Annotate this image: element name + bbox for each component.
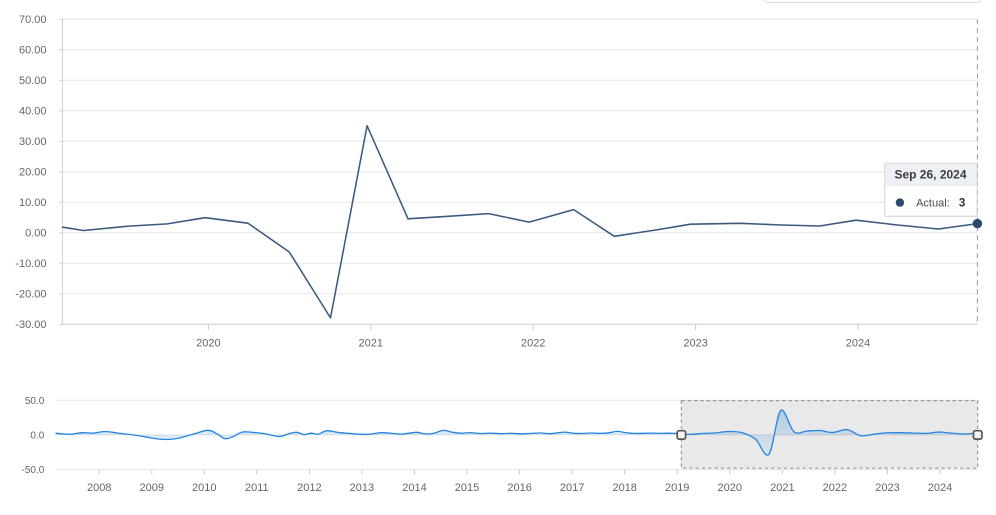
svg-text:20.00: 20.00 bbox=[19, 167, 47, 179]
svg-text:2013: 2013 bbox=[350, 482, 374, 494]
svg-text:3: 3 bbox=[959, 197, 965, 209]
svg-text:2021: 2021 bbox=[359, 338, 383, 350]
svg-text:-10.00: -10.00 bbox=[15, 258, 46, 270]
svg-text:30.00: 30.00 bbox=[19, 136, 47, 148]
svg-text:2012: 2012 bbox=[297, 482, 321, 494]
svg-text:2018: 2018 bbox=[612, 482, 636, 494]
svg-text:2009: 2009 bbox=[140, 482, 164, 494]
svg-text:70.00: 70.00 bbox=[19, 14, 47, 26]
svg-text:2011: 2011 bbox=[245, 482, 269, 494]
svg-text:50.00: 50.00 bbox=[19, 75, 47, 87]
svg-text:-30.00: -30.00 bbox=[15, 319, 46, 331]
svg-text:60.00: 60.00 bbox=[19, 45, 47, 57]
svg-text:10.00: 10.00 bbox=[19, 197, 47, 209]
svg-text:2023: 2023 bbox=[683, 338, 707, 350]
svg-text:2017: 2017 bbox=[560, 482, 584, 494]
svg-text:50.0: 50.0 bbox=[25, 396, 45, 407]
svg-text:0.00: 0.00 bbox=[25, 228, 46, 240]
svg-text:2024: 2024 bbox=[928, 482, 952, 494]
svg-text:2016: 2016 bbox=[507, 482, 531, 494]
svg-text:2008: 2008 bbox=[87, 482, 111, 494]
svg-text:2022: 2022 bbox=[823, 482, 847, 494]
svg-text:2023: 2023 bbox=[875, 482, 899, 494]
svg-text:-20.00: -20.00 bbox=[15, 289, 46, 301]
svg-text:0.0: 0.0 bbox=[30, 431, 44, 442]
svg-text:2022: 2022 bbox=[521, 338, 545, 350]
svg-text:Sep 26, 2024: Sep 26, 2024 bbox=[894, 167, 966, 181]
svg-text:2019: 2019 bbox=[665, 482, 689, 494]
svg-text:2024: 2024 bbox=[846, 338, 870, 350]
svg-text:2014: 2014 bbox=[402, 482, 426, 494]
svg-text:Actual:: Actual: bbox=[916, 197, 950, 209]
svg-text:2021: 2021 bbox=[770, 482, 794, 494]
svg-text:2020: 2020 bbox=[196, 338, 220, 350]
svg-text:2015: 2015 bbox=[455, 482, 479, 494]
svg-text:-50.0: -50.0 bbox=[22, 465, 45, 476]
svg-text:2020: 2020 bbox=[718, 482, 742, 494]
svg-text:40.00: 40.00 bbox=[19, 106, 47, 118]
svg-text:2010: 2010 bbox=[192, 482, 216, 494]
